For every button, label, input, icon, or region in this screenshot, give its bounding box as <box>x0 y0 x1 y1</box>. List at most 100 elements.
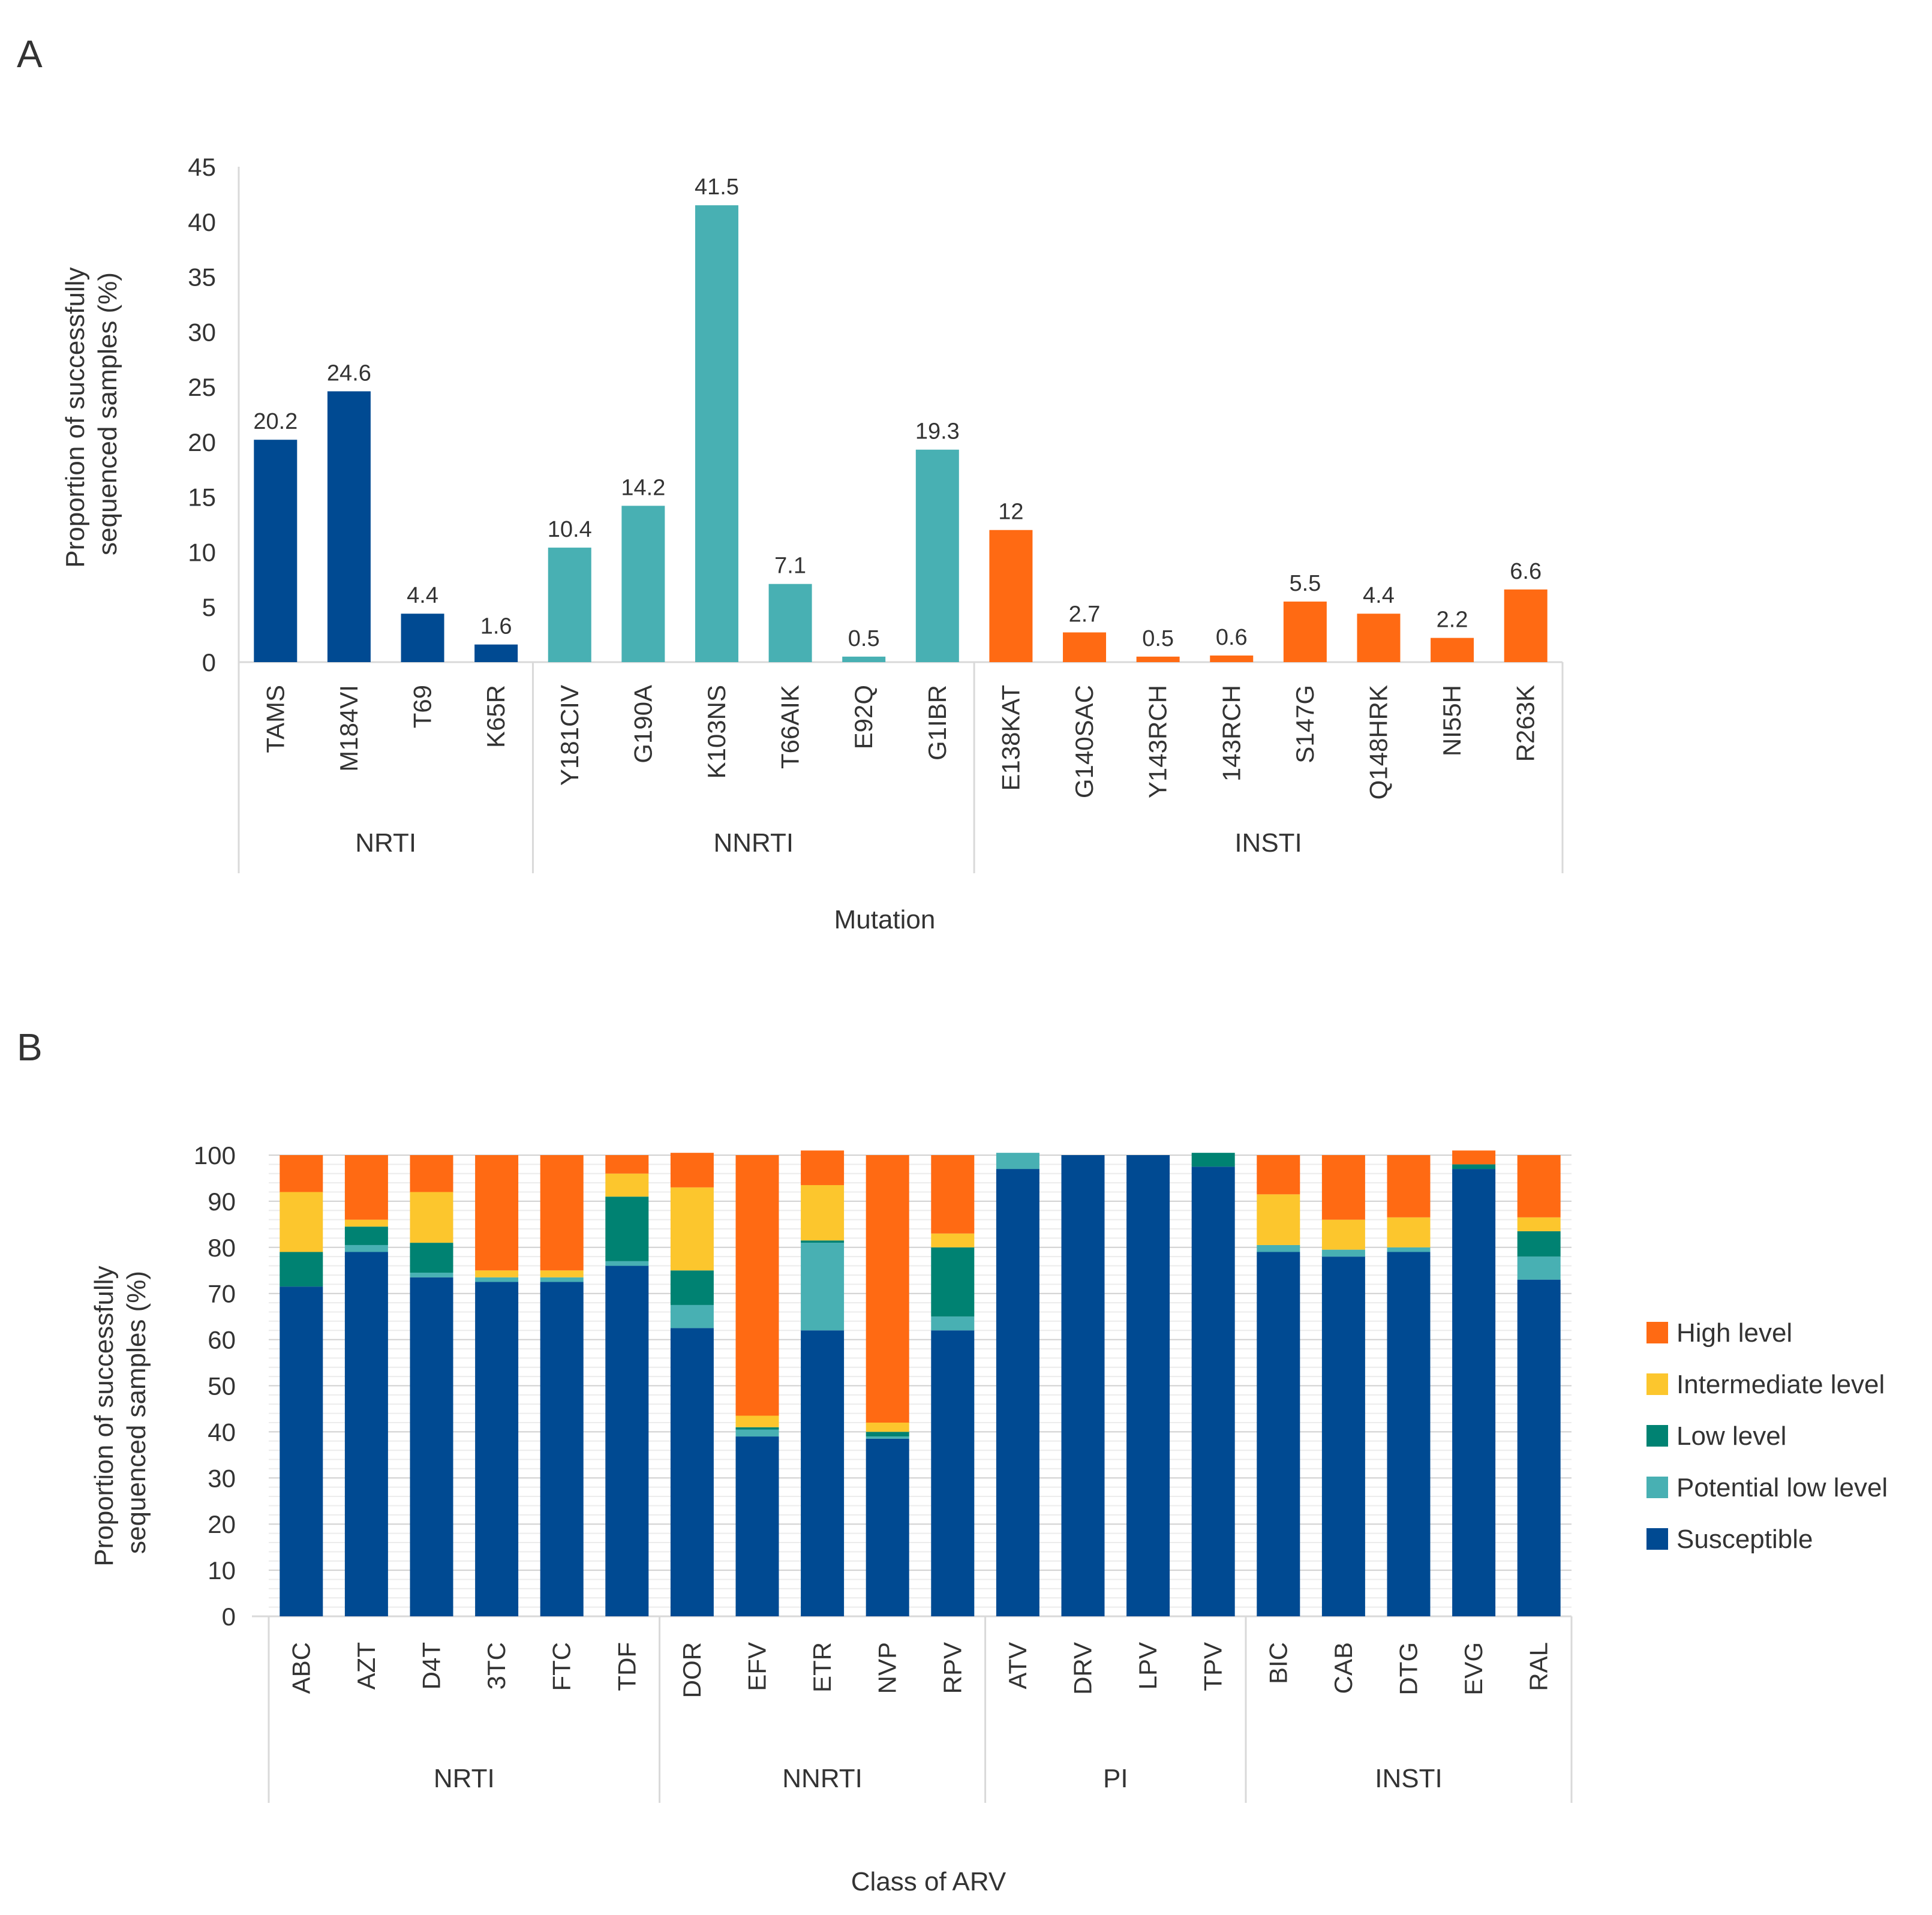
b-bar-segment <box>735 1427 779 1430</box>
b-bar-segment <box>931 1155 975 1234</box>
panel-b-legend: High level Intermediate level Low level Pot… <box>1646 1318 1888 1554</box>
a-category-label: G190A <box>629 685 657 763</box>
legend-label: Susceptible <box>1676 1525 1813 1554</box>
a-category-label: Q148HRK <box>1364 685 1392 799</box>
panel-b-gridlines <box>269 1155 1572 1617</box>
a-category-label: T66AIK <box>776 685 804 769</box>
b-bar-segment <box>344 1244 388 1252</box>
b-y-tick-label: 40 <box>208 1418 236 1446</box>
b-bar-segment <box>866 1432 909 1437</box>
legend-swatch <box>1646 1528 1668 1550</box>
a-y-tick-label: 20 <box>188 428 216 456</box>
b-bar-segment <box>1452 1164 1496 1170</box>
b-bar-segment <box>1191 1153 1235 1167</box>
b-bar-segment <box>1061 1155 1105 1616</box>
a-bar <box>768 584 812 662</box>
b-y-tick-label: 100 <box>194 1141 236 1170</box>
b-category-label: LPV <box>1134 1642 1162 1689</box>
a-group-label: INSTI <box>1234 828 1302 858</box>
b-bar-segment <box>1257 1244 1300 1252</box>
legend-swatch <box>1646 1322 1668 1343</box>
a-data-label: 0.5 <box>1142 626 1174 651</box>
b-bar-segment <box>410 1273 453 1277</box>
panel-b-y-ticks: 0 10 20 30 40 50 60 70 80 90 100 <box>194 1141 1572 1631</box>
b-bar-segment <box>1517 1279 1561 1616</box>
a-category-label: TAMS <box>261 685 289 753</box>
a-bar <box>695 205 738 662</box>
b-category-label: TDF <box>612 1642 641 1691</box>
b-y-tick-label: 90 <box>208 1188 236 1216</box>
b-bar-segment <box>801 1330 845 1616</box>
b-category-label: RAL <box>1525 1642 1553 1691</box>
a-group-label: NNRTI <box>713 828 794 858</box>
a-bar <box>1357 614 1401 662</box>
a-bar <box>989 530 1033 662</box>
panel-b-group-labels: NRTI NNRTI PI INSTI <box>268 1616 1573 1803</box>
b-bar-segment <box>735 1155 779 1416</box>
b-category-label: RPV <box>938 1642 966 1694</box>
a-category-label: K103NS <box>702 685 731 778</box>
legend-swatch <box>1646 1373 1668 1395</box>
a-data-label: 1.6 <box>480 614 512 639</box>
b-bar-segment <box>735 1415 779 1427</box>
b-bar-segment <box>1257 1155 1300 1195</box>
panel-a: A Proportion of successfully sequenced s… <box>17 32 1564 934</box>
b-bar-segment <box>735 1429 779 1437</box>
a-bar <box>254 440 298 662</box>
b-bar-segment <box>344 1155 388 1220</box>
b-y-tick-label: 20 <box>208 1510 236 1538</box>
b-bar-segment <box>801 1185 845 1241</box>
a-y-tick-label: 25 <box>188 373 216 401</box>
a-y-tick-label: 35 <box>188 263 216 291</box>
panel-a-bars <box>254 205 1548 662</box>
b-bar-segment <box>996 1153 1039 1170</box>
a-data-label: 19.3 <box>915 419 960 444</box>
panel-a-category-labels: TAMS M184VI T69 K65R Y181CIV G190A K103NS T66AI… <box>261 685 1539 799</box>
b-category-label: ETR <box>808 1642 836 1692</box>
a-data-label: 2.2 <box>1437 608 1468 633</box>
panel-b-category-labels: ABC AZT D4T 3TC FTC TDF DOR EFV ETR NVP RPV ATV DRV L… <box>287 1642 1552 1698</box>
b-bar-segment <box>1126 1155 1170 1616</box>
b-group-label: INSTI <box>1375 1764 1442 1793</box>
b-bar-segment <box>605 1261 649 1266</box>
b-bar-segment <box>931 1330 975 1616</box>
a-y-tick-label: 40 <box>188 208 216 236</box>
b-bar-segment <box>475 1277 519 1282</box>
b-bar-segment <box>540 1155 584 1271</box>
a-data-label: 14.2 <box>621 475 665 500</box>
b-y-tick-label: 80 <box>208 1234 236 1262</box>
b-bar-segment <box>1257 1252 1300 1616</box>
b-bar-segment <box>1321 1155 1365 1220</box>
panel-a-y-axis-label: Proportion of successfully sequenced sam… <box>61 260 122 568</box>
b-bar-segment <box>931 1233 975 1247</box>
panel-a-label: A <box>17 32 43 76</box>
b-y-tick-label: 10 <box>208 1556 236 1585</box>
a-bar <box>1136 656 1180 662</box>
a-group-label: NRTI <box>355 828 416 858</box>
b-bar-segment <box>280 1192 323 1252</box>
b-category-label: 3TC <box>482 1642 510 1689</box>
b-bar-segment <box>801 1150 845 1185</box>
b-bar-segment <box>540 1277 584 1282</box>
a-data-label: 2.7 <box>1069 602 1101 627</box>
b-bar-segment <box>866 1438 909 1616</box>
b-category-label: TPV <box>1199 1642 1227 1691</box>
a-y-tick-label: 15 <box>188 483 216 512</box>
a-data-label: 41.5 <box>695 175 739 200</box>
b-bar-segment <box>1387 1217 1431 1247</box>
b-bar-segment <box>605 1265 649 1616</box>
b-bar-segment <box>866 1436 909 1439</box>
b-category-label: ATV <box>1003 1642 1032 1689</box>
a-data-label: 12 <box>998 500 1023 525</box>
b-bar-segment <box>475 1282 519 1616</box>
a-category-label: NI55H <box>1438 685 1466 756</box>
b-bar-segment <box>540 1270 584 1277</box>
a-bar <box>327 391 371 662</box>
a-data-label: 5.5 <box>1289 571 1321 596</box>
a-bar <box>401 614 444 662</box>
b-bar-segment <box>801 1240 845 1243</box>
b-bar-segment <box>735 1436 779 1616</box>
legend-swatch <box>1646 1477 1668 1498</box>
b-bar-segment <box>866 1155 909 1423</box>
b-bar-segment <box>1452 1169 1496 1616</box>
